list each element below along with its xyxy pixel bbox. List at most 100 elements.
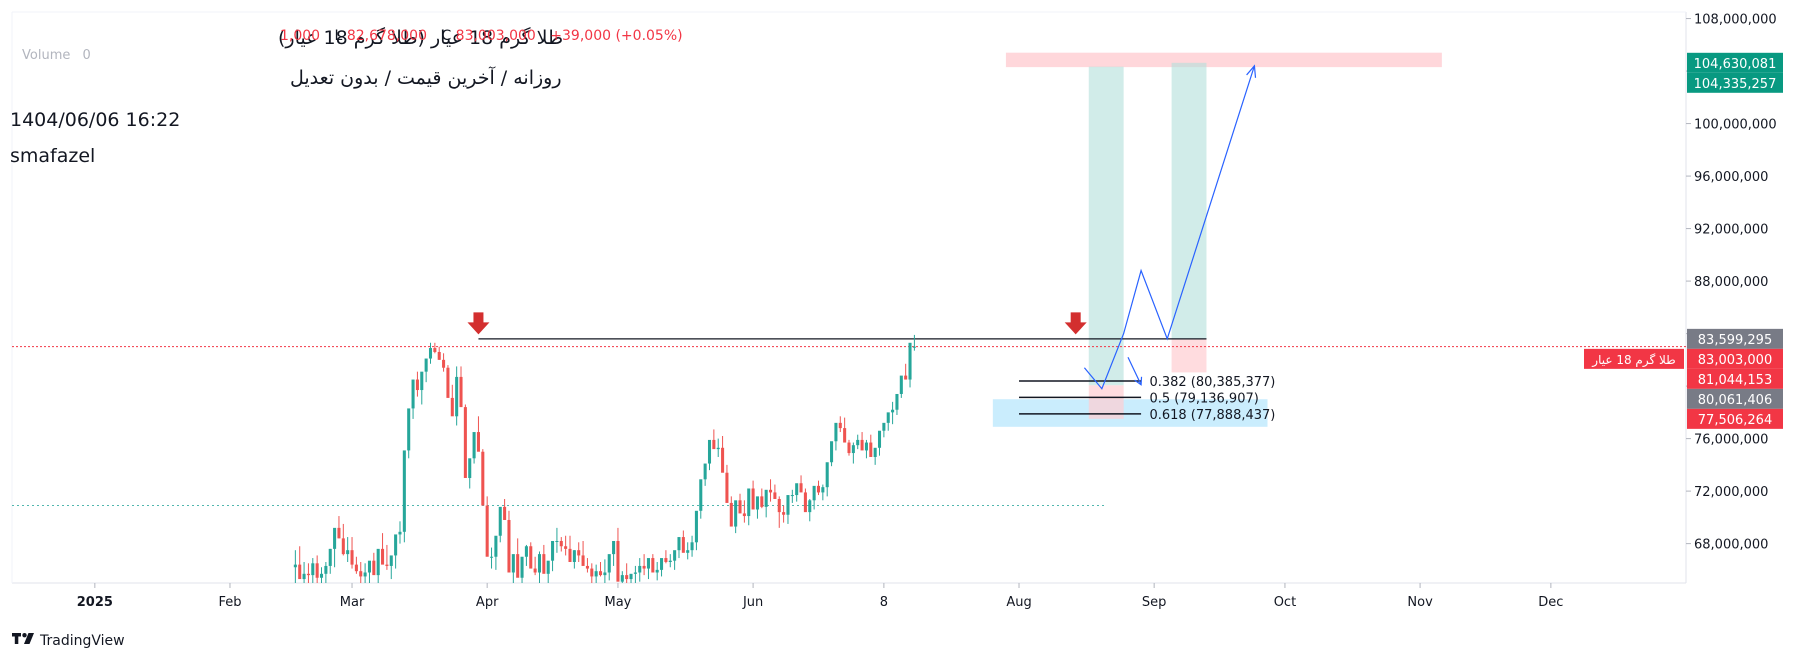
candle[interactable]: [616, 527, 620, 582]
candle[interactable]: [773, 484, 777, 499]
candle[interactable]: [376, 548, 380, 583]
candle[interactable]: [367, 560, 371, 583]
candle[interactable]: [311, 558, 315, 583]
candle[interactable]: [668, 554, 672, 568]
candle[interactable]: [572, 550, 576, 569]
candle[interactable]: [551, 540, 555, 572]
candle[interactable]: [598, 561, 603, 577]
y-axis[interactable]: 108,000,000 100,000,000 96,000,000 92,000,0…: [1686, 13, 1777, 553]
candle[interactable]: [734, 500, 738, 534]
candle[interactable]: [394, 534, 398, 569]
candle[interactable]: [891, 401, 895, 425]
candle[interactable]: [651, 554, 655, 573]
candle[interactable]: [428, 342, 433, 364]
candle[interactable]: [786, 495, 790, 524]
candle[interactable]: [590, 563, 594, 583]
candle[interactable]: [594, 564, 598, 583]
candle[interactable]: [655, 561, 659, 581]
candle[interactable]: [908, 342, 912, 388]
candle[interactable]: [686, 542, 690, 560]
candle[interactable]: [503, 498, 507, 520]
candle[interactable]: [646, 558, 650, 580]
down-arrow-icon[interactable]: [1064, 312, 1087, 335]
candle[interactable]: [803, 488, 807, 513]
candle[interactable]: [677, 537, 681, 559]
candle[interactable]: [485, 496, 489, 557]
candle[interactable]: [407, 408, 411, 459]
candle[interactable]: [873, 447, 877, 465]
candle[interactable]: [564, 535, 568, 556]
candle[interactable]: [834, 422, 838, 451]
candle[interactable]: [398, 521, 402, 544]
candle[interactable]: [707, 439, 712, 471]
candle[interactable]: [812, 485, 816, 510]
candle[interactable]: [755, 496, 759, 519]
candle[interactable]: [585, 558, 589, 573]
candle[interactable]: [463, 404, 467, 478]
candle[interactable]: [424, 358, 428, 383]
candle[interactable]: [860, 432, 864, 451]
candle[interactable]: [712, 429, 716, 450]
candle[interactable]: [843, 417, 847, 443]
candle[interactable]: [681, 530, 685, 553]
candle[interactable]: [341, 523, 345, 556]
candle[interactable]: [516, 538, 520, 578]
x-axis[interactable]: 2025 Feb Mar Apr May Jun 8 Aug Sep Oct Nov Dec: [77, 583, 1564, 610]
candle[interactable]: [568, 535, 572, 562]
down-arrow-icon[interactable]: [467, 312, 490, 335]
candle[interactable]: [468, 458, 472, 489]
candle[interactable]: [442, 353, 446, 372]
candle[interactable]: [642, 554, 646, 576]
candle[interactable]: [703, 463, 707, 486]
candle[interactable]: [302, 561, 306, 583]
candle[interactable]: [607, 554, 611, 581]
candle[interactable]: [546, 560, 550, 583]
candle[interactable]: [742, 500, 746, 523]
candle[interactable]: [372, 552, 376, 576]
candle[interactable]: [882, 422, 886, 438]
candle[interactable]: [559, 537, 563, 552]
candle[interactable]: [490, 547, 494, 569]
candle[interactable]: [354, 556, 358, 574]
candle[interactable]: [511, 554, 515, 583]
candle[interactable]: [450, 384, 454, 417]
candle[interactable]: [520, 556, 524, 583]
candle[interactable]: [581, 540, 585, 566]
candle[interactable]: [721, 435, 725, 473]
candle[interactable]: [821, 484, 825, 501]
candle[interactable]: [603, 559, 607, 583]
candle[interactable]: [830, 441, 834, 467]
candle[interactable]: [333, 527, 337, 568]
projection-path-2[interactable]: [1127, 356, 1142, 386]
candle[interactable]: [437, 346, 441, 360]
candle[interactable]: [420, 371, 424, 405]
candle[interactable]: [864, 439, 868, 459]
candle[interactable]: [612, 540, 616, 566]
candle[interactable]: [350, 537, 354, 569]
candle[interactable]: [825, 462, 829, 497]
candle[interactable]: [537, 551, 542, 583]
candle[interactable]: [337, 516, 341, 539]
candle[interactable]: [359, 561, 363, 583]
candle[interactable]: [729, 496, 733, 527]
candle[interactable]: [808, 498, 812, 522]
candle[interactable]: [328, 548, 332, 574]
candle[interactable]: [847, 439, 851, 456]
candle[interactable]: [346, 537, 350, 562]
candle[interactable]: [315, 555, 319, 583]
candle[interactable]: [533, 556, 537, 576]
candle[interactable]: [446, 365, 450, 398]
candle[interactable]: [777, 496, 781, 528]
candle[interactable]: [476, 416, 480, 452]
candle[interactable]: [293, 550, 297, 583]
candle[interactable]: [524, 544, 528, 566]
candle[interactable]: [904, 363, 908, 380]
candle[interactable]: [838, 416, 842, 433]
candle[interactable]: [620, 571, 624, 583]
candle[interactable]: [799, 475, 803, 493]
candle[interactable]: [694, 510, 698, 551]
tradingview-logo-icon[interactable]: [12, 633, 34, 644]
candle[interactable]: [402, 450, 406, 543]
candle[interactable]: [389, 555, 393, 580]
